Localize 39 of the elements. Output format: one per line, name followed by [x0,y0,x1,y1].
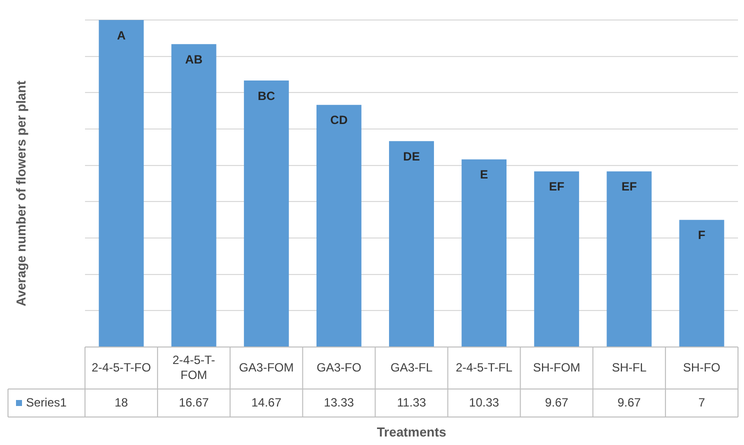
bar [679,220,724,346]
bar [171,44,216,346]
annotation: E [480,168,488,182]
data-label: 10.33 [469,395,500,410]
legend-label: Series1 [26,395,68,410]
x-tick-label: GA3-FOM [239,360,294,374]
x-tick-label: SH-FOM [532,360,580,374]
data-label: 11.33 [396,395,426,410]
data-label: 18 [114,395,128,410]
annotation: F [698,228,706,242]
bar [462,159,507,346]
x-tick-label: 2-4-5-T-FOM [172,352,216,382]
annotation: DE [403,149,420,164]
annotation: AB [185,52,203,66]
bar [98,20,144,346]
annotation: CD [330,113,348,128]
data-label: 9.67 [617,395,642,410]
annotation: A [116,28,126,42]
x-tick-label: GA3-FO [316,360,362,374]
x-axis-title: Treatments [376,424,446,440]
bar [534,171,580,346]
data-label: 9.67 [544,395,569,410]
x-tick-label: GA3-FL [390,360,433,374]
x-tick-label: 2-4-5-T-FO [92,360,151,374]
annotation: EF [621,180,637,194]
data-label: 14.67 [251,395,282,410]
y-axis-title: Average number of flowers per plant [14,80,29,306]
data-label: 16.67 [178,395,210,410]
x-tick-label: 2-4-5-T-FL [456,360,513,374]
bar [316,104,362,346]
bar [606,171,652,346]
annotation: EF [548,180,564,194]
data-label: 7 [698,395,706,410]
x-tick-label: SH-FL [612,360,647,374]
data-label: 13.33 [324,395,354,410]
bar [389,141,434,346]
x-tick-label: SH-FO [683,360,720,374]
annotation: BC [258,88,276,103]
bar [244,80,289,346]
